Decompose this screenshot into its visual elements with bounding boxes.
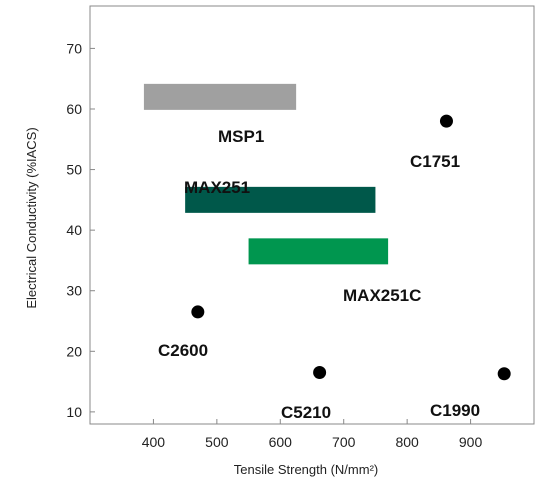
y-tick-label: 50 (66, 162, 82, 178)
point-label-c2600: C2600 (158, 341, 208, 360)
y-axis-title: Electrical Conductivity (%IACS) (24, 127, 39, 308)
plot-frame (89, 5, 535, 425)
point-c2600 (191, 305, 205, 319)
x-tick-label: 500 (205, 434, 229, 450)
y-tick-label: 40 (66, 222, 82, 238)
y-tick-label: 60 (66, 101, 82, 117)
x-axis-title: Tensile Strength (N/mm²) (234, 462, 378, 477)
x-tick-label: 600 (269, 434, 293, 450)
point-c1751 (439, 114, 453, 128)
range-label-max251: MAX251 (184, 178, 250, 197)
y-tick-label: 70 (66, 40, 82, 56)
x-tick-label: 400 (142, 434, 166, 450)
x-tick-label: 700 (332, 434, 356, 450)
point-c1990 (497, 367, 511, 381)
x-tick-label: 800 (395, 434, 419, 450)
point-c5210 (313, 366, 327, 380)
y-tick-label: 30 (66, 283, 82, 299)
range-label-msp1: MSP1 (218, 127, 264, 146)
y-tick-label: 10 (66, 404, 82, 420)
range-bar-max251c (248, 238, 389, 265)
x-tick-label: 900 (459, 434, 483, 450)
point-label-c1990: C1990 (430, 401, 480, 420)
range-bar-msp1 (143, 83, 297, 110)
point-label-c1751: C1751 (410, 152, 460, 171)
point-label-c5210: C5210 (281, 403, 331, 422)
y-tick-label: 20 (66, 343, 82, 359)
range-label-max251c: MAX251C (343, 286, 421, 305)
range-bar-max251 (185, 186, 376, 213)
